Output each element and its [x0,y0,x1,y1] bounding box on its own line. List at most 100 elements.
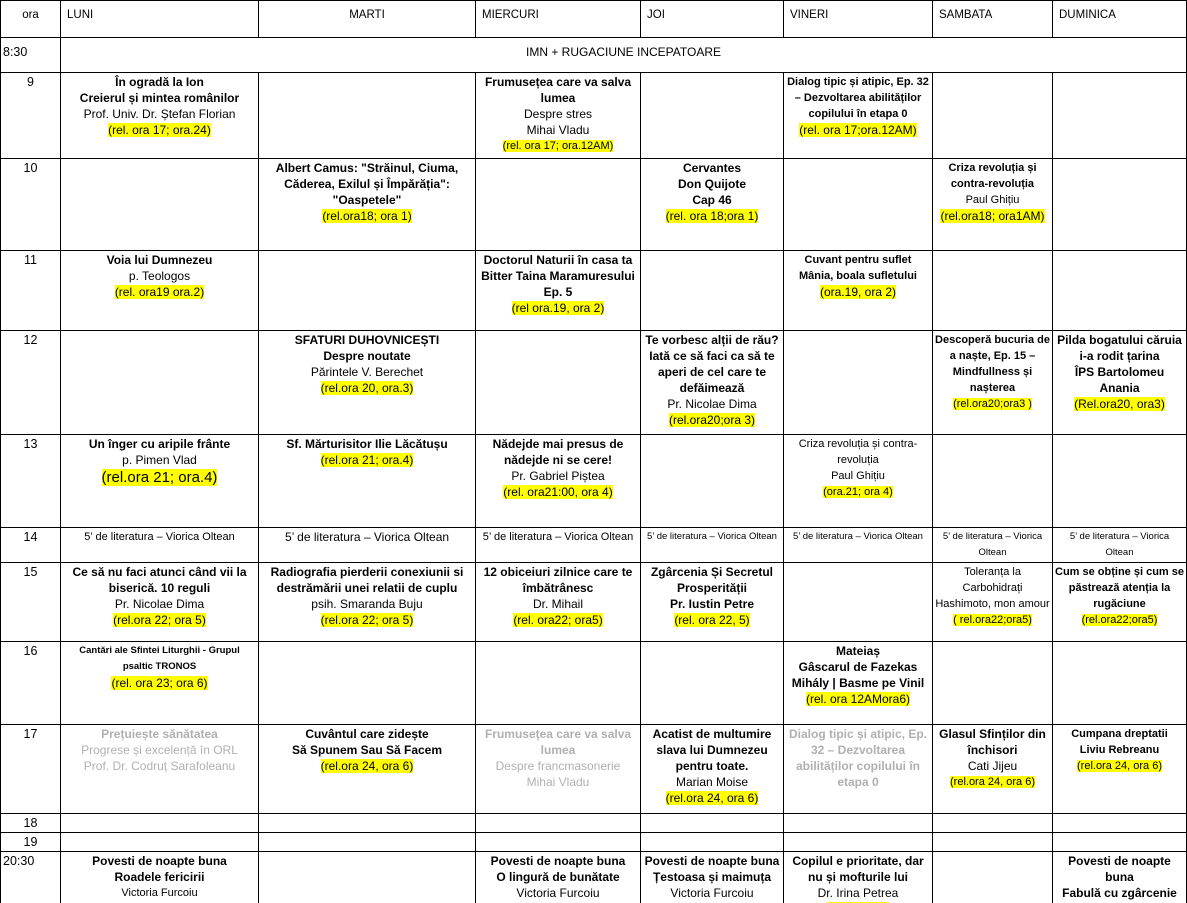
program-line: Criza revoluția și contra-revoluția [798,438,918,466]
schedule-cell-joi [640,641,784,725]
schedule-cell-marti: Albert Camus: "Străinul, Ciuma, Căderea,… [258,158,476,251]
program-line: Despre stres [523,107,593,121]
hour-label: 18 [0,813,61,833]
program-line: Copilul e prioritate, dar nu și mofturil… [792,854,924,884]
header-day-marti: MARTI [258,0,476,38]
schedule-row: 18 [0,813,1187,833]
schedule-cell-vineri: Copilul e prioritate, dar nu și mofturil… [783,851,933,903]
program-line: Să Spunem Sau Să Facem [291,743,443,757]
rebroadcast-note: (rel. ora19 ora.2) [63,284,256,300]
program-line: SFATURI DUHOVNICEȘTI [294,333,440,347]
schedule-row: 13 Un înger cu aripile frânte p. Pimen Vla… [0,434,1187,528]
rebroadcast-note: (rel ora.19, ora 2) [478,300,638,316]
program-line: Victoria Furcoiu [670,886,754,900]
schedule-cell-marti [258,851,476,903]
program-line: Pr. Nicolae Dima [667,397,757,411]
rebroadcast-note: (rel.ora 22; ora 5) [63,612,256,628]
rebroadcast-note-text: (rel.ora18; ora 1) [322,209,412,223]
schedule-cell-vineri: Mateiaș Gâscarul de Fazekas Mihály | Basm… [783,641,933,725]
rebroadcast-note-text: (rel.ora20;ora 3) [668,413,756,427]
hour-label: 10 [0,158,61,251]
schedule-cell-luni [60,832,259,852]
schedule-cell-sambata [932,250,1053,331]
hour-label: 9 [0,72,61,159]
header-ora: ora [0,0,61,38]
schedule-cell-luni: Ce să nu faci atunci când vii la biseric… [60,562,259,642]
rebroadcast-note: (rel.ora 21; ora.4) [63,468,256,488]
schedule-cell-miercuri [475,832,641,852]
rebroadcast-note-text: (rel. ora 17; ora.12AM) [502,140,614,152]
schedule-cell-duminica [1052,641,1187,725]
schedule-cell-joi: Cervantes Don Quijote Cap 46 (rel. ora 18;o… [640,158,784,251]
schedule-cell-miercuri: Nădejde mai presus de nădejde ni se cere… [475,434,641,528]
program-line: Povesti de noapte buna [644,854,780,868]
schedule-row: 11 Voia lui Dumnezeu p. Teologos (rel. ora1… [0,250,1187,331]
schedule-cell-duminica: Cumpana dreptatii Liviu Rebreanu (rel.ora … [1052,724,1187,814]
schedule-cell-vineri: Cuvant pentru suflet Mânia, boala sufletu… [783,250,933,331]
program-line: Țestoasa și maimuța [652,870,772,884]
schedule-cell-sambata: 5’ de literatura – Viorica Oltean [932,527,1053,563]
program-line: Hashimoto, mon amour [935,598,1050,610]
schedule-cell-luni: Povesti de noapte buna Roadele fericirii V… [60,851,259,903]
program-line: Frumusețea care va salva lumea [484,75,632,105]
rebroadcast-note-text: (rel.ora20;ora3 ) [953,398,1032,410]
hour-label: 13 [0,434,61,528]
schedule-cell-sambata [932,641,1053,725]
schedule-cell-vineri: Criza revoluția și contra-revoluția Paul … [783,434,933,528]
hour-label: 19 [0,832,61,852]
rebroadcast-note-text: (Rel.ora20, ora3) [1074,397,1165,411]
program-line: Glasul Sfinților din închisori [939,727,1046,757]
program-line: Povesti de noapte buna [92,854,227,868]
rebroadcast-note-text: (rel ora.19, ora 2) [511,301,605,315]
rebroadcast-note-text: (rel.ora22;ora5) [1081,614,1158,626]
rebroadcast-note: (rel.ora 24, ora 6) [643,790,781,806]
program-line: Don Quijote [678,177,746,191]
schedule-cell-joi [640,72,784,159]
program-line: Cervantes [682,161,742,175]
program-line: Mihai Vladu [526,775,590,789]
rebroadcast-note-text: (rel.ora 24, ora 6) [320,759,414,773]
rebroadcast-note: (rel. ora 22, 5) [643,612,781,628]
rebroadcast-note-text: (rel.ora 21; ora.4) [320,453,414,467]
rebroadcast-note: (rel. ora22; ora5) [478,612,638,628]
schedule-cell-sambata [932,813,1053,833]
rebroadcast-note: ( rel.ora22;ora5) [935,612,1050,628]
schedule-cell-duminica: 5’ de literatura – Viorica Oltean [1052,527,1187,563]
program-line: 5’ de literatura – Viorica Oltean [482,531,634,543]
opening-banner: IMN + RUGACIUNE INCEPATOARE [60,37,1187,73]
rebroadcast-note-text: (rel.ora 24, ora 6) [665,791,759,805]
hour-label: 12 [0,330,61,435]
program-line: Toleranța la Carbohidrați [962,566,1023,594]
header-day-duminica: DUMINICA [1052,0,1187,38]
schedule-cell-marti: Cuvântul care zidește Să Spunem Sau Să Fa… [258,724,476,814]
program-line: Cumpana dreptatii [1071,728,1168,740]
program-line: Paul Ghițiu [965,194,1020,206]
program-line: O lingură de bunătate [496,870,620,884]
hour-label: 14 [0,527,61,563]
rebroadcast-note: (rel.ora 21; ora.4) [261,452,473,468]
rebroadcast-note: (rel.ora 24, ora 6) [261,758,473,774]
program-line: Mânia, boala sufletului [799,270,917,282]
header-day-miercuri: MIERCURI [475,0,641,38]
schedule-cell-miercuri [475,158,641,251]
schedule-cell-sambata: Criza revoluția și contra-revoluția Paul … [932,158,1053,251]
schedule-cell-vineri: 5’ de literatura – Viorica Oltean [783,527,933,563]
schedule-cell-luni [60,158,259,251]
schedule-cell-miercuri: 5’ de literatura – Viorica Oltean [475,527,641,563]
rebroadcast-note-text: (ora.21; ora 4) [823,486,893,498]
rebroadcast-note: (rel.ora18; ora 1) [261,208,473,224]
program-line: Te vorbesc alții de rău? Iată ce să faci… [645,333,779,395]
rebroadcast-note: (rel.ora18; ora1AM) [935,208,1050,224]
schedule-cell-luni: Voia lui Dumnezeu p. Teologos (rel. ora19 … [60,250,259,331]
program-line: ÎPS Bartolomeu Anania [1074,365,1165,395]
schedule-cell-vineri: Dialog tipic și atipic, Ep. 32 – Dezvolt… [783,72,933,159]
program-line: Liviu Rebreanu [1079,744,1160,756]
schedule-row: 20:30 Povesti de noapte buna Roadele feric… [0,851,1187,903]
program-line: 12 obiceiuri zilnice care te îmbătrânesc [483,565,633,595]
header-day-luni: LUNI [60,0,259,38]
program-line: Radiografia pierderii conexiunii si dest… [270,565,464,595]
schedule-cell-miercuri [475,813,641,833]
program-line: p. Pimen Vlad [122,453,197,467]
